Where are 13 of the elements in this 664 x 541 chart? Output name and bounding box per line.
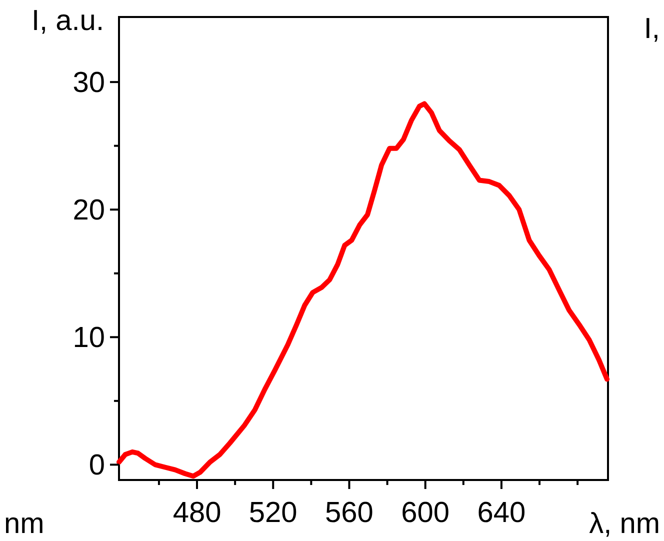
- x-tick-label: 520: [248, 497, 298, 529]
- x-tick-label: 640: [477, 497, 526, 529]
- text: I,: [644, 13, 660, 45]
- x-tick-label: 600: [401, 497, 450, 529]
- y-tick-label: 10: [72, 322, 105, 354]
- y-tick-label: 20: [72, 194, 105, 227]
- y-tick-label: 0: [88, 450, 105, 482]
- text: nm: [4, 508, 44, 540]
- y-tick-label: 30: [72, 67, 105, 100]
- y-axis-title: I, a.u.: [31, 5, 104, 37]
- x-axis-title: λ, nm: [589, 508, 660, 540]
- x-tick-label: 480: [172, 497, 222, 529]
- x-tick-label: 560: [325, 497, 374, 529]
